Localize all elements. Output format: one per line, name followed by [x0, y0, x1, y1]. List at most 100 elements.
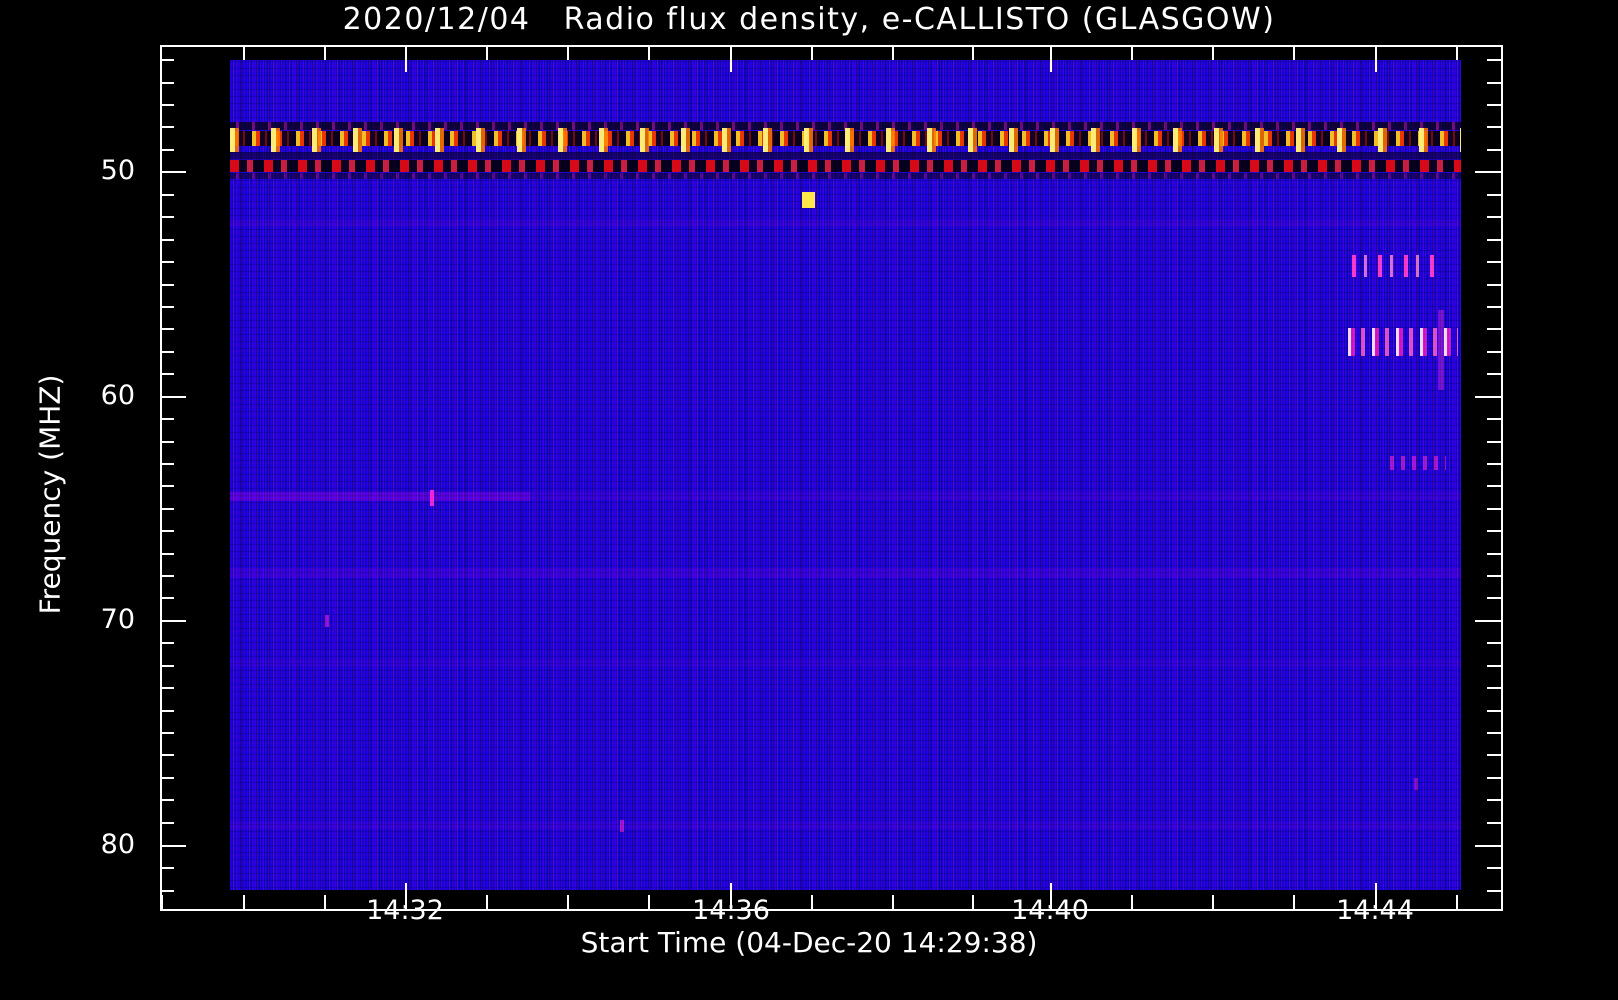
- x-minor-tick: [811, 895, 813, 909]
- interference-band-50mhz: [230, 122, 1461, 186]
- y-minor-tick-right: [1487, 575, 1501, 577]
- y-tick-label-60: 60: [100, 380, 135, 411]
- y-minor-tick-right: [1487, 59, 1501, 61]
- y-minor-tick: [160, 306, 174, 308]
- y-minor-tick-right: [1487, 126, 1501, 128]
- y-minor-tick: [160, 216, 174, 218]
- x-minor-tick: [1293, 895, 1295, 909]
- mid-burst-speck: [430, 490, 434, 506]
- y-minor-tick-right: [1487, 441, 1501, 443]
- x-minor-tick-top: [486, 46, 488, 60]
- y-minor-tick: [160, 822, 174, 824]
- y-minor-tick: [160, 59, 174, 61]
- x-minor-tick: [1456, 895, 1458, 909]
- faint-stripe-64mhz-tail: [530, 492, 1461, 500]
- band-lower-red-row: [230, 160, 1461, 172]
- x-minor-tick-top: [1212, 46, 1214, 60]
- y-minor-tick: [160, 441, 174, 443]
- x-minor-tick-top: [243, 46, 245, 60]
- y-minor-tick-right: [1487, 284, 1501, 286]
- y-minor-tick-right: [1487, 104, 1501, 106]
- x-minor-tick-top: [972, 46, 974, 60]
- y-minor-tick-right: [1487, 485, 1501, 487]
- x-tick-1436: [730, 883, 732, 909]
- x-minor-tick: [324, 895, 326, 909]
- y-minor-tick: [160, 665, 174, 667]
- y-tick-right-50: [1475, 171, 1501, 173]
- x-tick-label-1436: 14:36: [692, 895, 770, 926]
- y-minor-tick: [160, 754, 174, 756]
- y-minor-tick-right: [1487, 553, 1501, 555]
- y-minor-tick: [160, 126, 174, 128]
- figure-title: 2020/12/04 Radio flux density, e-CALLIST…: [342, 2, 1276, 37]
- left-burst-speck: [325, 615, 329, 627]
- spectrogram-image: [230, 60, 1461, 890]
- y-minor-tick-right: [1487, 418, 1501, 420]
- y-minor-tick: [160, 597, 174, 599]
- y-minor-tick: [160, 194, 174, 196]
- y-minor-tick-right: [1487, 508, 1501, 510]
- x-tick-top-1432: [405, 46, 407, 72]
- y-tick-right-60: [1475, 396, 1501, 398]
- x-minor-tick-top: [648, 46, 650, 60]
- y-minor-tick-right: [1487, 890, 1501, 892]
- y-minor-tick-right: [1487, 530, 1501, 532]
- x-tick-1444: [1375, 883, 1377, 909]
- y-tick-50: [160, 171, 186, 173]
- faint-stripe-52mhz: [230, 220, 1461, 226]
- x-minor-tick: [1212, 895, 1214, 909]
- y-tick-60: [160, 396, 186, 398]
- band-lower-edge: [230, 173, 1461, 179]
- y-minor-tick: [160, 284, 174, 286]
- x-minor-tick: [567, 895, 569, 909]
- band-gap: [230, 152, 1461, 159]
- x-minor-tick-top: [1456, 46, 1458, 60]
- y-minor-tick-right: [1487, 463, 1501, 465]
- y-minor-tick-right: [1487, 597, 1501, 599]
- y-tick-80: [160, 845, 186, 847]
- y-minor-tick-right: [1487, 687, 1501, 689]
- y-minor-tick: [160, 463, 174, 465]
- faint-stripe-64mhz: [230, 492, 530, 501]
- y-minor-tick: [160, 642, 174, 644]
- y-minor-tick-right: [1487, 867, 1501, 869]
- x-minor-tick: [648, 895, 650, 909]
- y-minor-tick-right: [1487, 261, 1501, 263]
- x-tick-label-1432: 14:32: [366, 895, 444, 926]
- y-minor-tick: [160, 777, 174, 779]
- y-minor-tick-right: [1487, 328, 1501, 330]
- y-minor-tick-right: [1487, 149, 1501, 151]
- y-minor-tick-right: [1487, 732, 1501, 734]
- late-burst-vertical-streak: [1438, 310, 1444, 390]
- y-minor-tick: [160, 508, 174, 510]
- late-burst-cluster-c: [1390, 456, 1446, 470]
- y-minor-tick: [160, 239, 174, 241]
- y-minor-tick: [160, 351, 174, 353]
- y-minor-tick: [160, 373, 174, 375]
- y-minor-tick-right: [1487, 373, 1501, 375]
- faint-stripe-68mhz: [230, 568, 1461, 578]
- x-tick-label-1444: 14:44: [1336, 895, 1414, 926]
- noise-magenta-layer: [230, 60, 1461, 890]
- low-burst-speck: [620, 820, 624, 832]
- y-tick-right-80: [1475, 845, 1501, 847]
- y-minor-tick: [160, 575, 174, 577]
- y-minor-tick-right: [1487, 306, 1501, 308]
- y-minor-tick-right: [1487, 799, 1501, 801]
- y-tick-70: [160, 620, 186, 622]
- y-minor-tick: [160, 104, 174, 106]
- y-minor-tick-right: [1487, 665, 1501, 667]
- noise-column-layer: [230, 60, 1461, 890]
- x-minor-tick-top: [811, 46, 813, 60]
- x-tick-1440: [1050, 883, 1052, 909]
- x-tick-label-1440: 14:40: [1011, 895, 1089, 926]
- y-minor-tick: [160, 732, 174, 734]
- y-minor-tick: [160, 328, 174, 330]
- x-minor-tick-top: [892, 46, 894, 60]
- x-tick-top-1444: [1375, 46, 1377, 72]
- band-bright-spikes: [230, 128, 1461, 152]
- y-minor-tick-right: [1487, 754, 1501, 756]
- y-minor-tick: [160, 149, 174, 151]
- y-minor-tick: [160, 485, 174, 487]
